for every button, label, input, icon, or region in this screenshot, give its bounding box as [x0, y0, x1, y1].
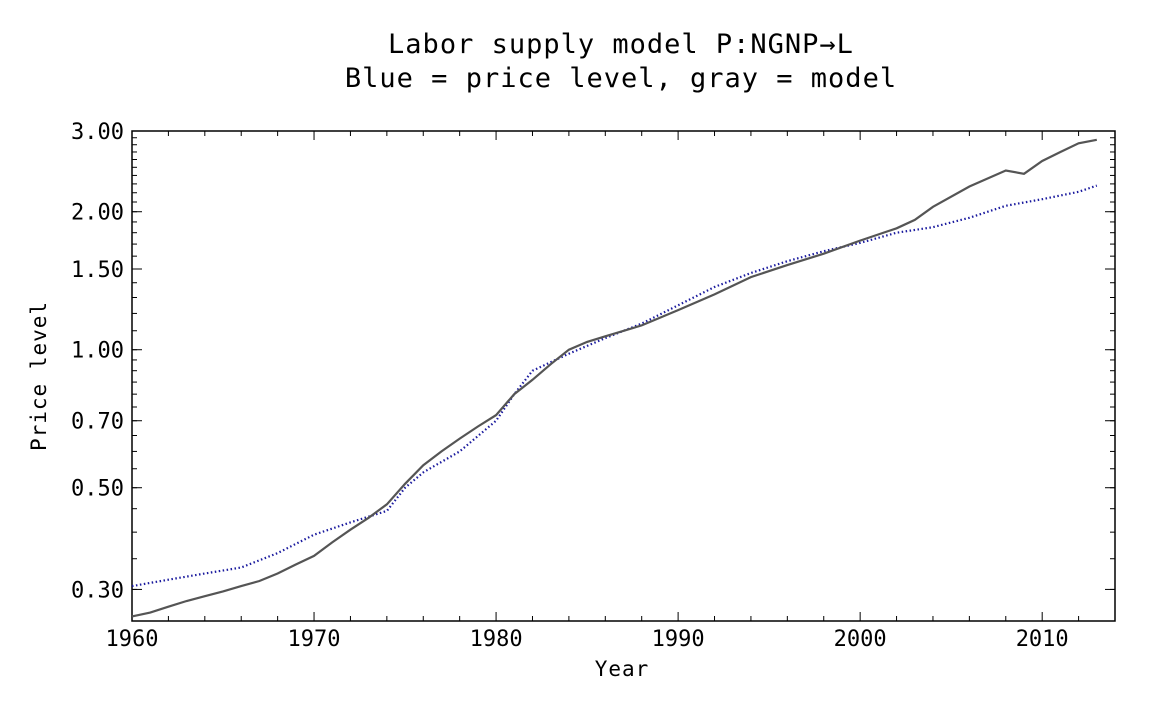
x-axis-title: Year	[595, 657, 650, 681]
y-tick-label: 1.00	[71, 339, 124, 364]
chart-title-block: Labor supply model P:NGNP→L Blue = price…	[0, 28, 1152, 96]
tick-labels: 1960 1970 1980 1990 2000 2010 0.30 0.50 0.70 1.00…	[71, 120, 1069, 652]
series-layer	[131, 138, 1098, 618]
y-tick-label: 1.50	[71, 258, 124, 283]
y-tick-label: 2.00	[71, 201, 124, 226]
y-axis-title: Price level	[27, 301, 51, 451]
x-tick-label: 1980	[470, 627, 523, 652]
x-tick-label: 1990	[652, 627, 705, 652]
y-tick-label: 0.30	[71, 578, 124, 603]
plot-frame	[131, 130, 1116, 622]
model-line	[131, 138, 1098, 618]
chart-subtitle: Blue = price level, gray = model	[344, 63, 898, 94]
y-tick-label: 0.50	[71, 477, 124, 502]
x-tick-label: 2000	[834, 627, 887, 652]
x-tick-label: 1970	[288, 627, 341, 652]
y-tick-label: 0.70	[71, 410, 124, 435]
y-tick-label: 3.00	[71, 120, 124, 145]
price-level-line	[131, 184, 1098, 588]
chart-title: Labor supply model P:NGNP→L	[388, 29, 854, 60]
x-tick-label: 1960	[106, 627, 159, 652]
axis-ticks	[131, 130, 1116, 621]
x-tick-label: 2010	[1016, 627, 1069, 652]
